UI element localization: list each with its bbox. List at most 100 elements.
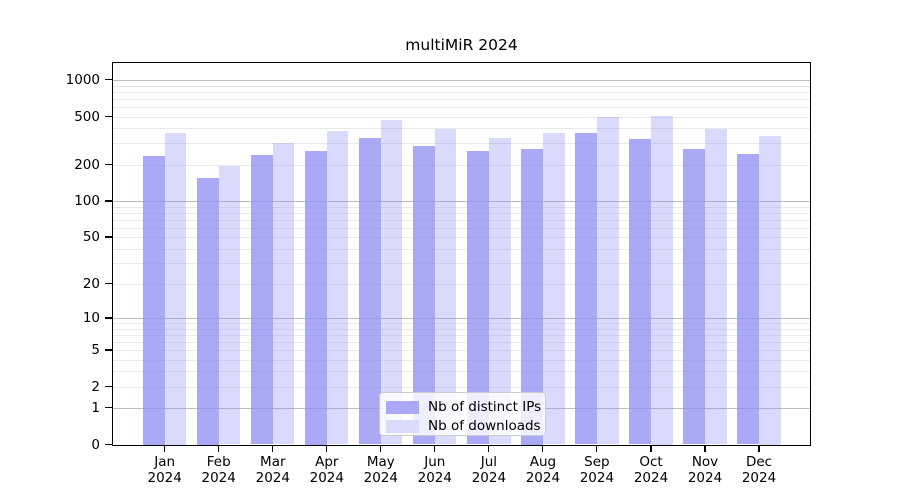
legend-swatch-downloads	[386, 419, 419, 433]
x-tick	[434, 445, 436, 452]
x-tick	[704, 445, 706, 452]
bar-downloads-apr	[326, 130, 349, 445]
y-tick	[105, 385, 112, 388]
gridline-minor	[113, 116, 810, 118]
x-tick-label-mar: Mar 2024	[255, 454, 290, 486]
x-tick-label-dec: Dec 2024	[741, 454, 777, 486]
gridline-minor	[113, 248, 810, 250]
bar-downloads-oct	[651, 115, 673, 445]
x-tick	[164, 445, 166, 452]
x-tick	[758, 445, 760, 452]
bar-distinct-ips-nov	[683, 149, 705, 445]
gridline-minor	[113, 91, 810, 93]
legend-label-downloads: Nb of downloads	[428, 418, 541, 434]
plot-area	[112, 62, 811, 446]
gridline-minor	[113, 106, 810, 108]
chart-title: multiMiR 2024	[405, 36, 518, 54]
bar-downloads-feb	[218, 166, 241, 445]
y-tick-label-5: 5	[91, 342, 100, 358]
y-tick-label-100: 100	[74, 193, 100, 209]
bar-distinct-ips-aug	[521, 148, 543, 445]
gridline-minor	[113, 350, 810, 351]
y-tick	[105, 79, 112, 81]
bar-distinct-ips-may	[359, 137, 381, 445]
y-tick-label-200: 200	[74, 156, 100, 173]
gridline-minor	[113, 164, 810, 166]
bar-distinct-ips-mar	[251, 155, 273, 445]
gridline-major	[113, 201, 810, 202]
y-tick-label-1: 1	[91, 399, 100, 416]
y-tick	[105, 349, 112, 351]
y-tick-label-1000: 1000	[65, 71, 100, 88]
gridline-major	[113, 318, 810, 319]
gridline-minor	[113, 206, 810, 208]
gridline-minor	[113, 386, 810, 388]
gridline-minor	[113, 227, 810, 229]
bar-distinct-ips-dec	[737, 154, 759, 445]
gridline-minor	[113, 98, 810, 100]
bar-distinct-ips-jun	[413, 145, 435, 445]
bar-distinct-ips-sep	[575, 133, 597, 445]
x-tick	[650, 445, 652, 452]
bar-distinct-ips-oct	[629, 139, 651, 445]
gridline-minor	[113, 283, 810, 285]
x-tick-label-sep: Sep 2024	[579, 454, 615, 486]
gridline-major	[113, 79, 810, 81]
x-tick-label-jan: Jan 2024	[147, 454, 182, 486]
legend-swatch-distinct-ips	[386, 400, 419, 414]
gridline-minor	[113, 334, 810, 336]
y-tick	[105, 317, 112, 319]
gridline-minor	[113, 323, 810, 324]
x-tick-label-aug: Aug 2024	[525, 454, 561, 486]
x-tick-label-apr: Apr 2024	[309, 454, 344, 486]
gridline-minor	[113, 219, 810, 221]
y-tick	[105, 236, 112, 238]
legend-item-downloads: Nb of downloads	[386, 418, 545, 434]
bar-downloads-jan	[164, 133, 187, 445]
bar-downloads-mar	[272, 142, 295, 445]
bar-downloads-dec	[759, 135, 781, 445]
bar-distinct-ips-jan	[143, 156, 165, 445]
legend: Nb of distinct IPs Nb of downloads	[379, 392, 546, 436]
gridline-minor	[113, 263, 810, 265]
y-tick	[105, 283, 112, 285]
x-tick-label-nov: Nov 2024	[687, 454, 723, 486]
x-tick	[488, 445, 490, 452]
y-tick-label-500: 500	[74, 108, 100, 125]
bar-downloads-nov	[705, 129, 727, 445]
y-tick-label-50: 50	[82, 229, 100, 245]
y-tick	[105, 115, 112, 118]
x-tick-label-jul: Jul 2024	[471, 454, 507, 486]
x-tick	[542, 445, 544, 452]
x-tick	[326, 445, 328, 452]
bar-distinct-ips-jul	[467, 151, 489, 445]
bar-distinct-ips-feb	[197, 178, 219, 445]
y-tick-label-2: 2	[91, 378, 100, 395]
x-tick-label-oct: Oct 2024	[633, 454, 669, 486]
x-tick-label-jun: Jun 2024	[417, 454, 452, 486]
y-tick	[105, 407, 112, 409]
gridline-minor	[113, 85, 810, 87]
x-tick	[380, 445, 382, 452]
gridline-minor	[113, 341, 810, 343]
legend-item-distinct-ips: Nb of distinct IPs	[386, 399, 545, 415]
gridline-minor	[113, 212, 810, 214]
bar-distinct-ips-apr	[305, 150, 327, 445]
gridline-minor	[113, 328, 810, 330]
bar-downloads-sep	[596, 116, 619, 445]
bar-downloads-aug	[542, 132, 565, 445]
y-tick-label-10: 10	[82, 310, 100, 326]
bar-downloads-jun	[434, 129, 457, 445]
gridline-minor	[113, 371, 810, 373]
x-tick	[272, 445, 274, 452]
gridline-minor	[113, 143, 810, 145]
bar-downloads-may	[380, 119, 403, 445]
y-tick-label-20: 20	[82, 275, 100, 292]
gridline-minor	[113, 237, 810, 238]
x-tick-label-feb: Feb 2024	[201, 454, 236, 486]
y-tick	[105, 164, 112, 166]
y-tick	[105, 200, 112, 202]
x-tick-label-may: May 2024	[363, 454, 398, 486]
legend-label-distinct-ips: Nb of distinct IPs	[428, 399, 542, 415]
